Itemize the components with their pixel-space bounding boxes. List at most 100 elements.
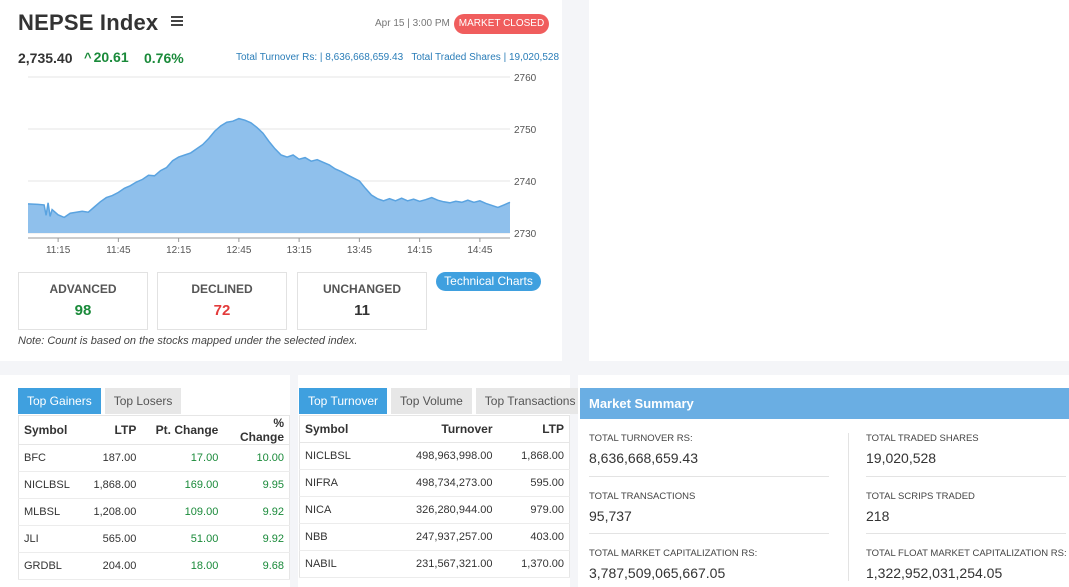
table-row[interactable]: NICLBSL 1,868.00 169.00 9.95	[18, 471, 290, 499]
float-cap-item: TOTAL FLOAT MARKET CAPITALIZATION RS: 1,…	[866, 548, 1067, 581]
table-cell: 1,868.00	[497, 442, 570, 470]
total-transactions-label: TOTAL TRANSACTIONS	[589, 491, 696, 502]
table-cell: 51.00	[141, 525, 224, 553]
col-symbol[interactable]: Symbol	[18, 415, 89, 445]
table-cell: 595.00	[497, 469, 570, 497]
unchanged-count: 11	[354, 302, 370, 319]
col-pt-change[interactable]: Pt. Change	[141, 415, 224, 445]
summary-divider	[866, 476, 1066, 477]
index-change: ^ 20.61	[84, 49, 129, 65]
table-cell: 9.92	[223, 525, 290, 553]
table-cell: 9.68	[223, 552, 290, 580]
breadth-note: Note: Count is based on the stocks mappe…	[18, 335, 358, 347]
table-row[interactable]: NICLBSL 498,963,998.00 1,868.00	[299, 442, 570, 470]
table-cell[interactable]: NICLBSL	[299, 442, 380, 470]
table-row[interactable]: JLI 565.00 51.00 9.92	[18, 525, 290, 553]
table-cell[interactable]: JLI	[18, 525, 89, 553]
y-tick-label: 2740	[514, 177, 537, 188]
x-tick-label: 12:15	[166, 245, 191, 256]
market-summary-panel: Market Summary TOTAL TURNOVER RS: 8,636,…	[578, 375, 1069, 587]
table-cell: 204.00	[88, 552, 142, 580]
table-row[interactable]: NBB 247,937,257.00 403.00	[299, 523, 570, 551]
total-transactions-value: 95,737	[589, 508, 632, 524]
index-title: NEPSE Index	[18, 10, 159, 35]
tab-top-volume[interactable]: Top Volume	[391, 388, 472, 414]
x-tick-label: 12:45	[226, 245, 251, 256]
summary-divider	[589, 476, 829, 477]
tab-top-losers[interactable]: Top Losers	[104, 388, 182, 414]
market-cap-label: TOTAL MARKET CAPITALIZATION RS:	[589, 548, 758, 559]
table-cell: 18.00	[141, 552, 224, 580]
table-cell: 1,868.00	[88, 471, 142, 499]
table-cell[interactable]: GRDBL	[18, 552, 89, 580]
tab-top-turnover[interactable]: Top Turnover	[299, 388, 388, 414]
total-scrips-label: TOTAL SCRIPS TRADED	[866, 491, 975, 502]
x-tick-label: 11:15	[46, 245, 71, 256]
table-cell[interactable]: NABIL	[299, 550, 380, 578]
total-traded-shares-item: TOTAL TRADED SHARES 19,020,528	[866, 433, 979, 466]
col-pct-change[interactable]: % Change	[223, 415, 290, 445]
x-tick-label: 11:45	[106, 245, 131, 256]
unchanged-box: UNCHANGED 11	[297, 272, 427, 330]
x-tick-label: 14:45	[467, 245, 492, 256]
col-ltp[interactable]: LTP	[88, 415, 142, 445]
col-turnover[interactable]: Turnover	[379, 415, 498, 443]
advanced-count: 98	[74, 302, 92, 319]
menu-icon[interactable]	[171, 16, 183, 28]
index-line	[27, 117, 511, 219]
index-area-chart: 2760 2750 2740 2730 11:15 11:45 12:15 12:45 13:1…	[27, 73, 537, 256]
turnover-tabs: Top Turnover Top Volume Top Transactions	[299, 388, 588, 414]
total-traded-shares-text: Total Traded Shares | 19,020,528	[411, 52, 560, 63]
table-header-row: Symbol LTP Pt. Change % Change	[18, 415, 290, 445]
table-cell: 10.00	[223, 444, 290, 472]
total-turnover-text: Total Turnover Rs: | 8,636,668,659.43	[236, 52, 404, 63]
turnover-summary-line: Total Turnover Rs: | 8,636,668,659.43 To…	[236, 52, 559, 63]
market-datetime: Apr 15 | 3:00 PM	[375, 18, 450, 29]
tab-top-transactions[interactable]: Top Transactions	[475, 388, 585, 414]
technical-charts-button[interactable]: Technical Charts	[436, 272, 541, 291]
table-cell: 979.00	[497, 496, 570, 524]
y-tick-label: 2730	[514, 229, 537, 240]
declined-label: DECLINED	[191, 282, 253, 296]
table-cell[interactable]: MLBSL	[18, 498, 89, 526]
declined-box: DECLINED 72	[157, 272, 287, 330]
table-cell[interactable]: NBB	[299, 523, 380, 551]
y-tick-label: 2760	[514, 73, 537, 84]
table-row[interactable]: NICA 326,280,944.00 979.00	[299, 496, 570, 524]
table-cell: 498,963,998.00	[379, 442, 498, 470]
total-traded-shares-value: 19,020,528	[866, 450, 937, 466]
total-scrips-item: TOTAL SCRIPS TRADED 218	[866, 491, 975, 524]
x-tick-label: 13:15	[287, 245, 312, 256]
market-status-badge: MARKET CLOSED	[454, 14, 549, 34]
x-tick-label: 13:45	[347, 245, 372, 256]
index-change-value: 20.61	[93, 49, 129, 65]
table-row[interactable]: NABIL 231,567,321.00 1,370.00	[299, 550, 570, 578]
table-cell: 9.95	[223, 471, 290, 499]
index-area	[28, 118, 510, 233]
total-transactions-item: TOTAL TRANSACTIONS 95,737	[589, 491, 695, 524]
table-cell[interactable]: NICA	[299, 496, 380, 524]
table-cell: 565.00	[88, 525, 142, 553]
table-cell[interactable]: NICLBSL	[18, 471, 89, 499]
table-row[interactable]: BFC 187.00 17.00 10.00	[18, 444, 290, 472]
float-cap-label: TOTAL FLOAT MARKET CAPITALIZATION RS:	[866, 548, 1067, 559]
market-summary-title: Market Summary	[580, 388, 1069, 419]
summary-divider	[866, 533, 1066, 534]
total-turnover-item: TOTAL TURNOVER RS: 8,636,668,659.43	[589, 433, 698, 466]
table-header-row: Symbol Turnover LTP	[299, 415, 570, 443]
table-row[interactable]: GRDBL 204.00 18.00 9.68	[18, 552, 290, 580]
col-symbol[interactable]: Symbol	[299, 415, 380, 443]
tab-top-gainers[interactable]: Top Gainers	[18, 388, 101, 414]
table-cell: 498,734,273.00	[379, 469, 498, 497]
table-row[interactable]: MLBSL 1,208.00 109.00 9.92	[18, 498, 290, 526]
index-percent-change: 0.76%	[144, 50, 184, 66]
total-scrips-value: 218	[866, 508, 890, 524]
gainers-tabs: Top Gainers Top Losers	[18, 388, 185, 414]
table-cell: 9.92	[223, 498, 290, 526]
table-cell[interactable]: NIFRA	[299, 469, 380, 497]
col-ltp[interactable]: LTP	[497, 415, 570, 443]
market-cap-value: 3,787,509,065,667.05	[589, 565, 726, 581]
up-arrow-icon: ^	[84, 50, 92, 65]
table-cell[interactable]: BFC	[18, 444, 89, 472]
table-row[interactable]: NIFRA 498,734,273.00 595.00	[299, 469, 570, 497]
